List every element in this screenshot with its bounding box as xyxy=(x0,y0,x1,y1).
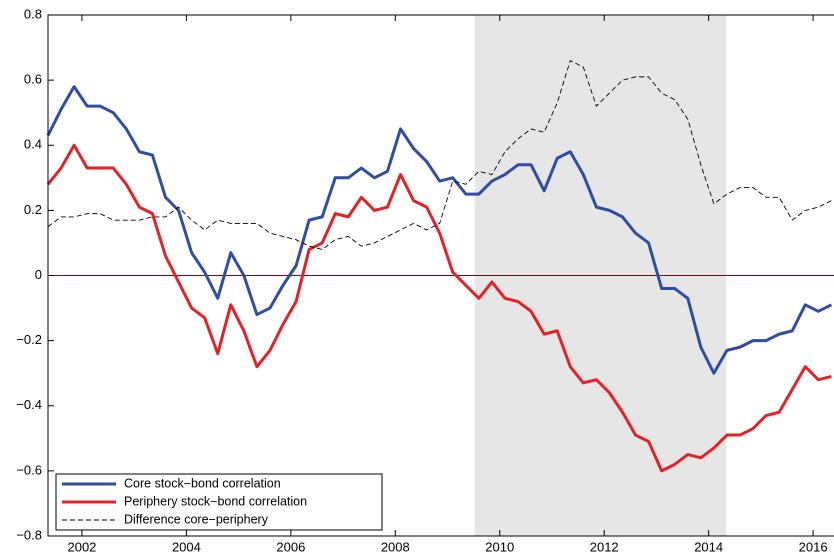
y-tick-label: 0 xyxy=(35,267,42,282)
series-line xyxy=(46,85,833,375)
series-line xyxy=(46,143,832,473)
x-tick-label: 2006 xyxy=(276,539,305,554)
legend-label: Difference core−periphery xyxy=(124,512,269,526)
x-tick-label: 2016 xyxy=(799,539,828,554)
y-tick-label: −0.2 xyxy=(16,332,42,347)
legend-label: Periphery stock−bond correlation xyxy=(124,494,307,508)
axes-frame xyxy=(47,14,834,537)
y-tick-label: 0.6 xyxy=(24,72,42,87)
x-tick-label: 2012 xyxy=(590,539,619,554)
legend-label: Core stock−bond correlation xyxy=(124,476,281,490)
series-line xyxy=(47,60,832,250)
y-tick-label: 0.4 xyxy=(24,137,42,152)
x-tick-label: 2010 xyxy=(485,539,514,554)
y-tick-label: −0.4 xyxy=(16,397,42,412)
y-tick-label: −0.6 xyxy=(16,462,42,477)
x-tick-label: 2008 xyxy=(381,539,410,554)
x-tick-label: 2002 xyxy=(67,539,96,554)
y-tick-label: 0.2 xyxy=(24,202,42,217)
x-tick-label: 2004 xyxy=(172,539,201,554)
x-tick-label: 2014 xyxy=(694,539,723,554)
y-tick-label: −0.8 xyxy=(16,527,42,542)
y-tick-label: 0.8 xyxy=(24,6,42,21)
